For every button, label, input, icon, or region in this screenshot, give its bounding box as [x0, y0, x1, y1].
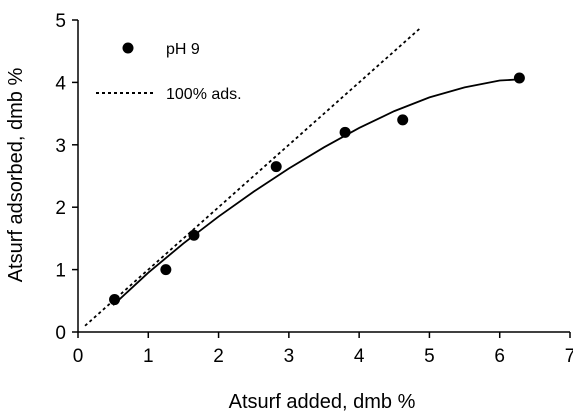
x-tick-label: 1	[143, 346, 154, 367]
data-point	[339, 126, 351, 138]
x-tick-label: 2	[213, 346, 224, 367]
x-axis-title: Atsurf added, dmb %	[229, 391, 416, 413]
y-tick-label: 4	[55, 73, 66, 94]
legend-marker-ph9	[122, 42, 134, 54]
y-axis-ticks: 0 1 2 3 4 5	[55, 11, 78, 344]
legend: pH 9 100% ads.	[96, 41, 242, 103]
x-axis-ticks: 0 1 2 3 4 5 6 7	[73, 332, 573, 367]
x-tick-label: 5	[424, 346, 435, 367]
y-tick-label: 0	[55, 323, 66, 344]
data-point	[188, 229, 200, 241]
x-tick-label: 0	[73, 346, 84, 367]
x-tick-label: 7	[565, 346, 573, 367]
y-tick-label: 2	[55, 198, 66, 219]
x-tick-label: 4	[354, 346, 365, 367]
plot-frame	[77, 20, 570, 333]
data-point	[109, 294, 121, 306]
data-point	[270, 161, 282, 173]
data-point	[513, 72, 525, 84]
x-tick-label: 6	[494, 346, 505, 367]
y-tick-label: 1	[55, 261, 66, 282]
dotted-line-layer	[84, 27, 421, 327]
fitted-curve	[112, 78, 521, 306]
curve-layer	[112, 78, 521, 306]
x-tick-label: 3	[284, 346, 295, 367]
legend-label-100ads: 100% ads.	[166, 86, 242, 103]
y-axis-title: Atsurf adsorbed, dmb %	[5, 68, 27, 283]
points-layer	[109, 72, 525, 306]
y-tick-label: 5	[55, 11, 66, 32]
legend-label-ph9: pH 9	[166, 41, 200, 58]
y-tick-label: 3	[55, 136, 66, 157]
data-point	[160, 264, 172, 276]
reference-line-100pct	[84, 27, 421, 327]
data-point	[397, 114, 409, 126]
